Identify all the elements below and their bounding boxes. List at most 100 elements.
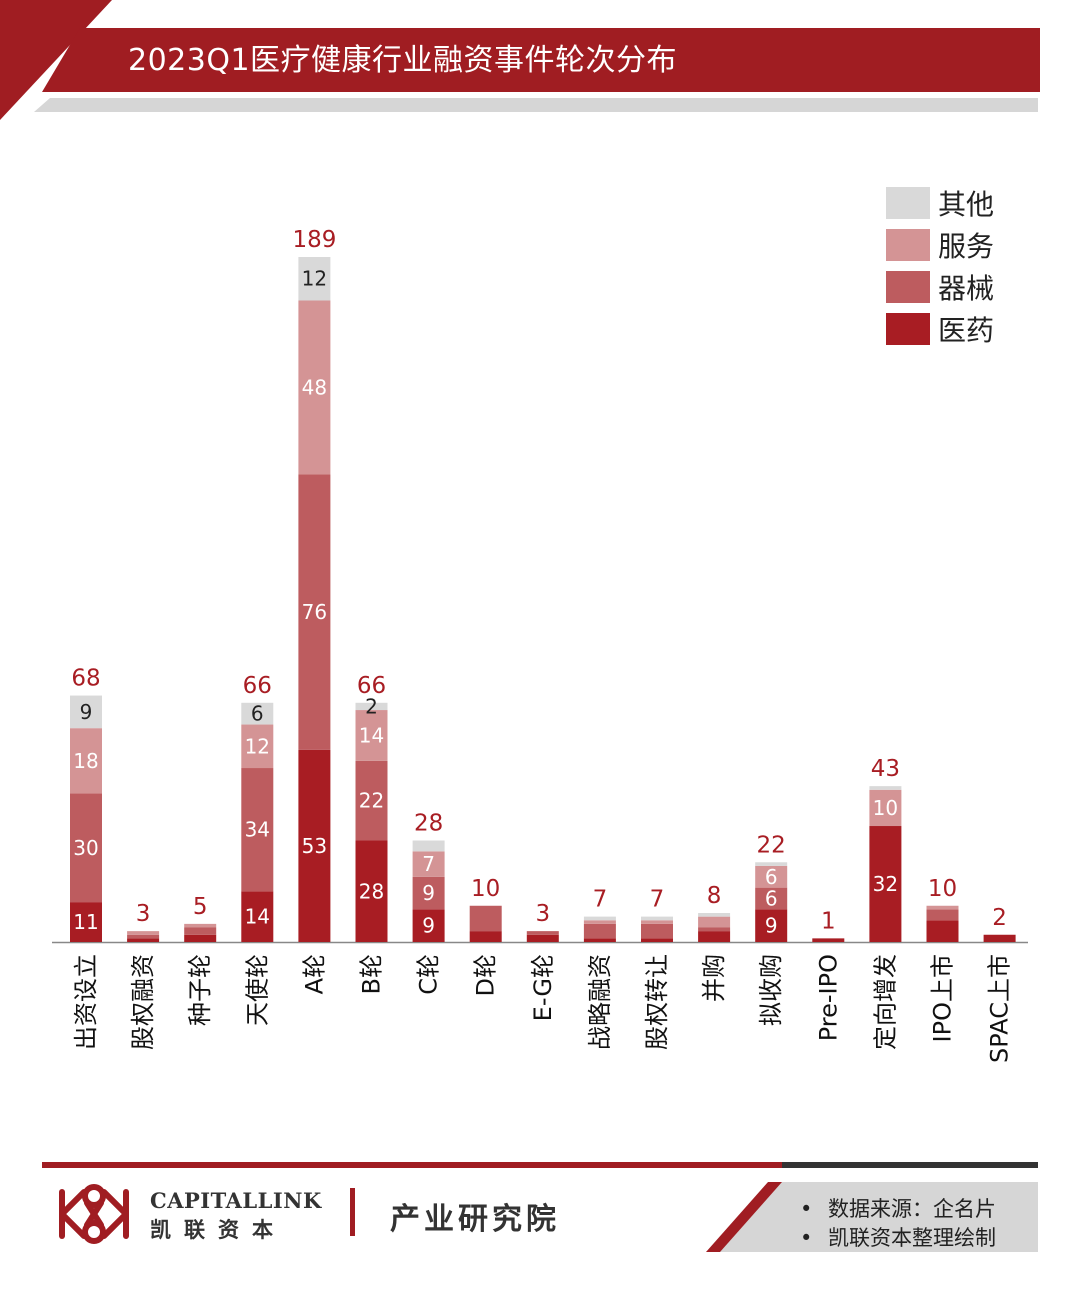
bar-segment <box>241 724 274 769</box>
total-label: 10 <box>928 876 957 902</box>
bar-segment <box>241 702 274 725</box>
bar-segment <box>298 749 331 942</box>
bar-segment <box>926 909 959 921</box>
total-label: 189 <box>292 227 336 253</box>
total-label: 28 <box>414 811 443 837</box>
bar-segment <box>184 923 217 928</box>
segment-label: 76 <box>302 600 327 624</box>
category-label: 定向增发 <box>871 954 899 1050</box>
segment-label: 9 <box>765 914 778 938</box>
segment-label: 32 <box>873 872 898 896</box>
category-label: C轮 <box>415 954 443 995</box>
bar-segment <box>241 891 274 942</box>
source-text-2: 凯联资本整理绘制 <box>828 1226 996 1250</box>
segment-label: 53 <box>302 834 327 858</box>
category-label: 拟收购 <box>757 954 785 1026</box>
bar-segment <box>355 702 388 711</box>
category-label: 战略融资 <box>586 954 614 1050</box>
bar-segment <box>698 931 731 942</box>
category-label: IPO上市 <box>929 954 957 1042</box>
legend-item-other: 其他 <box>886 182 994 224</box>
chart-title: 2023Q1医疗健康行业融资事件轮次分布 <box>128 43 678 78</box>
legend-item-pharma: 医药 <box>886 308 994 350</box>
total-label: 8 <box>707 883 722 909</box>
bar-segment <box>412 851 445 877</box>
category-label: 出资设立 <box>72 954 100 1050</box>
bar-segment <box>526 934 559 942</box>
bar-segment <box>184 927 217 935</box>
legend-item-service: 服务 <box>886 224 994 266</box>
segment-label: 28 <box>359 879 384 903</box>
legend-item-device: 器械 <box>886 266 994 308</box>
bar-segment <box>869 826 902 942</box>
segment-label: 2 <box>365 694 378 718</box>
bar-segment <box>412 840 445 852</box>
bar-segment <box>412 909 445 942</box>
bar-segment <box>755 865 788 888</box>
category-label: B轮 <box>358 954 386 994</box>
bar-segment <box>869 786 902 790</box>
bar-segment <box>127 931 160 935</box>
category-label: Pre-IPO <box>814 954 842 1041</box>
total-label: 2 <box>992 905 1007 931</box>
bar-segment <box>127 934 160 939</box>
total-label: 7 <box>650 887 665 913</box>
legend: 其他 服务 器械 医药 <box>886 182 994 350</box>
bar-segment <box>70 902 102 942</box>
segment-label: 7 <box>422 852 435 876</box>
total-label: 22 <box>757 832 786 858</box>
legend-label-service: 服务 <box>938 230 995 263</box>
category-label: E-G轮 <box>529 954 557 1021</box>
total-label: 3 <box>136 901 151 927</box>
category-label: 并购 <box>700 954 728 1002</box>
bar-segment <box>526 931 559 935</box>
legend-label-pharma: 医药 <box>938 314 995 347</box>
segment-label: 12 <box>245 734 270 758</box>
total-label: 5 <box>193 894 208 920</box>
total-label: 43 <box>871 756 900 782</box>
legend-swatch-service <box>886 229 930 261</box>
bar-segment <box>641 923 673 939</box>
segment-label: 11 <box>73 910 98 934</box>
total-label: 1 <box>821 908 836 934</box>
bar-segment <box>583 938 616 942</box>
segment-label: 6 <box>765 865 778 889</box>
bar-segment <box>583 923 616 939</box>
category-label: D轮 <box>472 954 500 996</box>
bar-segment <box>184 934 217 942</box>
segment-label: 6 <box>251 702 264 726</box>
bar-segment <box>355 710 388 761</box>
bar-segment <box>298 300 331 475</box>
bar-segment <box>583 920 616 924</box>
segment-label: 34 <box>245 818 270 842</box>
source-line-2: • 凯联资本整理绘制 <box>800 1226 996 1250</box>
total-label: 7 <box>593 887 608 913</box>
bar-segment <box>70 728 102 794</box>
bar-segment <box>412 876 445 910</box>
source-text-1: 数据来源：企名片 <box>828 1197 996 1221</box>
bar-segment <box>298 257 331 301</box>
total-label: 66 <box>357 673 386 699</box>
bar-segment <box>298 474 331 750</box>
legend-swatch-other <box>886 187 930 219</box>
category-label: 股权融资 <box>129 954 157 1050</box>
bar-segment <box>127 938 160 942</box>
bar-segment <box>698 913 731 917</box>
bar-segment <box>70 695 102 729</box>
bar-segment <box>241 768 274 892</box>
brand-name-cn: 凯联资本 <box>150 1218 286 1242</box>
bar-segment <box>755 887 788 910</box>
bar-segment <box>926 905 959 910</box>
segment-label: 9 <box>422 881 435 905</box>
total-label: 10 <box>471 876 500 902</box>
source-line-1: • 数据来源：企名片 <box>800 1197 996 1221</box>
legend-label-device: 器械 <box>938 272 995 305</box>
bar-segment <box>983 934 1016 942</box>
bar-segment <box>641 938 673 942</box>
segment-label: 9 <box>422 914 435 938</box>
segment-label: 12 <box>302 267 327 291</box>
legend-swatch-device <box>886 271 930 303</box>
bar-segment <box>698 916 731 928</box>
bar-segment <box>869 789 902 827</box>
category-label: A轮 <box>300 954 328 994</box>
